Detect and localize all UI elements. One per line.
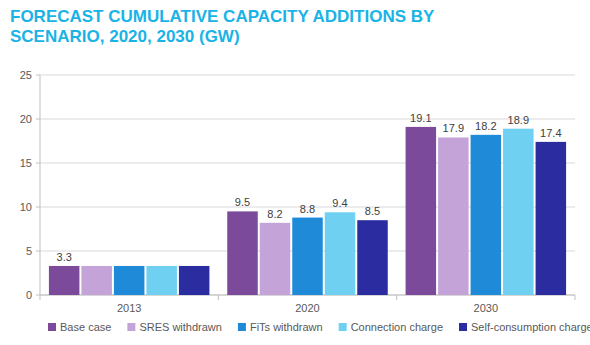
category-label: 2013 — [117, 302, 141, 314]
tick-mark — [36, 119, 40, 120]
tick-label: 15 — [20, 157, 32, 169]
grid: 0 5 10 15 20 25 — [20, 69, 575, 301]
title: FORECAST CUMULATIVE CAPACITY ADDITIONS B… — [10, 7, 435, 46]
category-label: 2020 — [295, 302, 319, 314]
grid-line — [40, 75, 575, 76]
tick-label: 10 — [20, 201, 32, 213]
legend-marker — [48, 323, 56, 331]
bar — [536, 142, 567, 295]
chart: FORECAST CUMULATIVE CAPACITY ADDITIONS B… — [0, 0, 590, 345]
data-label: 8.2 — [267, 208, 282, 220]
data-label: 18.2 — [475, 120, 496, 132]
bar — [406, 127, 437, 295]
bar — [146, 266, 177, 295]
data-label: 8.5 — [365, 205, 380, 217]
tick-mark — [36, 207, 40, 208]
tick-label: 25 — [20, 69, 32, 81]
legend-label: FiTs withdrawn — [250, 321, 323, 333]
data-label: 17.9 — [443, 122, 464, 134]
tick-mark — [36, 163, 40, 164]
data-label: 8.8 — [300, 203, 315, 215]
data-label: 19.1 — [410, 112, 431, 124]
legend: Base case SRES withdrawn FiTs withdrawn Con… — [48, 321, 590, 333]
bar — [114, 266, 144, 295]
legend-label: SRES withdrawn — [139, 321, 222, 333]
bar — [357, 220, 388, 295]
legend-marker — [459, 323, 467, 331]
tick-label: 20 — [20, 113, 32, 125]
title-group: FORECAST CUMULATIVE CAPACITY ADDITIONS B… — [10, 7, 435, 46]
y-axis — [40, 75, 41, 295]
legend-label: Self-consumption charge — [471, 321, 590, 333]
data-label: 3.3 — [57, 251, 72, 263]
bar — [260, 223, 291, 295]
tick-mark — [36, 295, 40, 296]
legend-label: Connection charge — [351, 321, 443, 333]
data-label: 18.9 — [508, 114, 529, 126]
bar — [438, 137, 469, 295]
category-label: 2030 — [474, 302, 498, 314]
bar — [179, 266, 210, 295]
tick-mark — [36, 251, 40, 252]
background — [0, 0, 590, 345]
legend-marker — [127, 323, 135, 331]
data-label: 9.5 — [235, 196, 250, 208]
bar — [292, 218, 323, 295]
category-separator — [218, 295, 219, 300]
legend-marker — [238, 323, 246, 331]
bar — [503, 129, 534, 295]
tick-mark — [36, 75, 40, 76]
tick-label: 5 — [26, 245, 32, 257]
legend-label: Base case — [60, 321, 111, 333]
bar — [81, 266, 112, 295]
data-labels: 3.3 9.5 19.1 8.2 17.9 8.8 18.2 9.4 18.9 8.5 17.4 — [57, 112, 562, 263]
bars — [49, 127, 566, 295]
title-line: FORECAST CUMULATIVE CAPACITY ADDITIONS B… — [10, 7, 435, 26]
legend-marker — [339, 323, 347, 331]
bar — [49, 266, 80, 295]
bar — [325, 212, 356, 295]
data-label: 9.4 — [332, 197, 347, 209]
bar — [471, 135, 502, 295]
category-separator — [396, 295, 397, 300]
category-separator — [575, 295, 576, 300]
data-label: 17.4 — [540, 127, 561, 139]
bar — [227, 211, 258, 295]
tick-label: 0 — [26, 289, 32, 301]
title-line: SCENARIO, 2020, 2030 (GW) — [10, 27, 240, 46]
category-separator — [40, 295, 41, 300]
